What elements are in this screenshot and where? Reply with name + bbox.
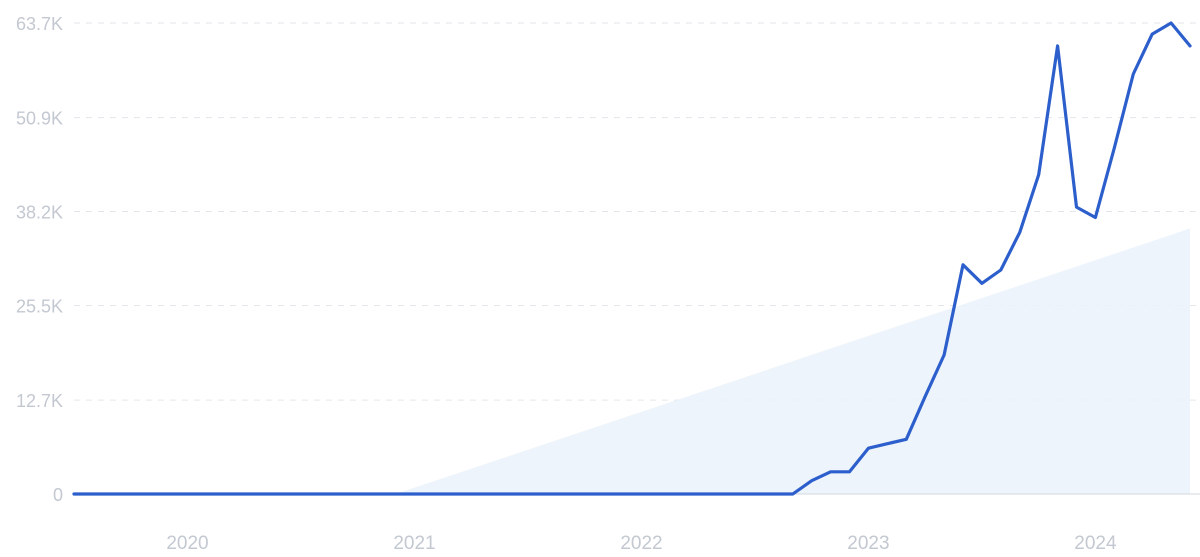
x-axis-tick-labels: 2020 2021 2022 2023 2024 [166,533,1117,554]
y-tick-label: 0 [53,485,63,505]
x-tick-label: 2021 [393,533,435,554]
y-tick-label: 12.7K [16,391,63,411]
x-tick-label: 2024 [1074,533,1117,554]
y-tick-label: 38.2K [16,203,63,223]
y-tick-label: 63.7K [16,14,63,34]
series-line-layer [72,21,1192,496]
x-tick-label: 2023 [847,533,889,554]
y-axis-tick-labels: 0 12.7K 25.5K 38.2K 50.9K 63.7K [16,14,63,505]
trend-area-layer [395,228,1190,495]
x-tick-label: 2020 [166,533,208,554]
trend-area [395,228,1190,495]
y-tick-label: 50.9K [16,109,63,129]
x-tick-label: 2022 [620,533,662,554]
y-tick-label: 25.5K [16,296,63,316]
series-line-0 [72,21,1192,496]
